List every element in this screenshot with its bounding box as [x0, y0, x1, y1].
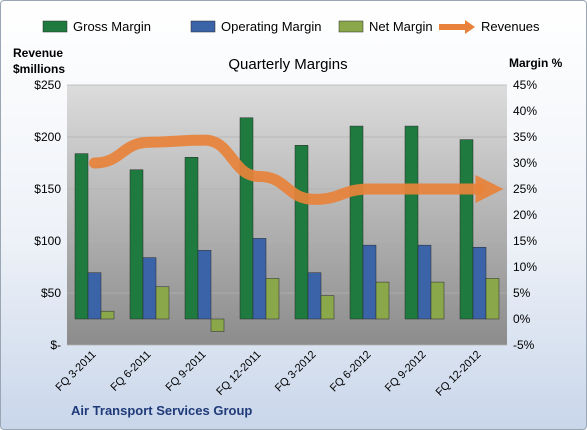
legend-label: Gross Margin	[73, 19, 151, 34]
legend-item: Net Margin	[338, 19, 433, 34]
legend: Gross Margin Operating Margin Net Margin Re…	[42, 19, 540, 34]
bar-operating-margin	[252, 238, 267, 320]
bar-operating-margin	[472, 246, 487, 320]
left-tick-label: $50	[41, 286, 61, 300]
bar-net-margin	[485, 278, 500, 320]
bar-net-margin	[210, 318, 225, 332]
bar-gross-margin	[404, 125, 419, 320]
right-tick-label: 30%	[513, 156, 537, 170]
right-tick-label: -5%	[513, 338, 535, 352]
right-tick-label: 45%	[513, 78, 537, 92]
right-axis-title: Margin %	[509, 56, 563, 70]
right-tick-label: 20%	[513, 208, 537, 222]
bar-net-margin	[265, 278, 280, 320]
bar-net-margin	[155, 286, 170, 320]
bar-gross-margin	[294, 145, 309, 320]
bar-net-margin	[100, 310, 115, 320]
right-tick-label: 10%	[513, 260, 537, 274]
bar-operating-margin	[87, 272, 102, 320]
x-tick-label: FQ 3-2011	[54, 349, 99, 394]
right-tick-label: 15%	[513, 234, 537, 248]
revenues-arrowhead	[475, 175, 504, 203]
company-name: Air Transport Services Group	[71, 403, 252, 418]
x-tick-label: FQ 9-2012	[383, 349, 429, 395]
bar-operating-margin	[197, 250, 212, 320]
bar-operating-margin	[417, 244, 432, 320]
bar-operating-margin	[142, 257, 157, 320]
right-tick-label: 40%	[513, 104, 537, 118]
left-tick-label: $200	[34, 130, 61, 144]
left-tick-label: $250	[34, 78, 61, 92]
legend-label: Revenues	[481, 19, 540, 34]
left-axis-title-line2: $millions	[13, 62, 65, 76]
revenues-line-path	[89, 134, 485, 205]
legend-arrow-swatch	[465, 20, 475, 34]
chart-title: Quarterly Margins	[228, 56, 347, 73]
x-tick-label: FQ 6-2011	[109, 349, 154, 394]
bar-gross-margin	[129, 169, 144, 320]
legend-swatch	[338, 20, 364, 33]
legend-item: Operating Margin	[190, 19, 321, 34]
bar-operating-margin	[307, 272, 322, 320]
x-tick-label: FQ 3-2012	[273, 349, 319, 395]
bar-net-margin	[430, 281, 445, 320]
legend-item: Revenues	[439, 19, 540, 34]
left-tick-label: $-	[50, 338, 61, 352]
x-tick-label: FQ 12-2012	[434, 349, 484, 399]
right-tick-label: 5%	[513, 286, 531, 300]
left-axis-title-line1: Revenue	[13, 46, 63, 60]
bar-gross-margin	[239, 117, 254, 320]
x-tick-label: FQ 6-2012	[328, 349, 374, 395]
legend-swatch	[42, 20, 68, 33]
right-tick-label: 25%	[513, 182, 537, 196]
bar-gross-margin	[349, 125, 364, 320]
right-tick-label: 0%	[513, 312, 531, 326]
left-tick-label: $150	[34, 182, 61, 196]
bar-gross-margin	[459, 139, 474, 320]
bar-gross-margin	[184, 157, 199, 320]
legend-label: Operating Margin	[221, 19, 321, 34]
bar-operating-margin	[362, 244, 377, 320]
bar-gross-margin	[74, 153, 89, 320]
legend-item: Gross Margin	[42, 19, 151, 34]
x-tick-label: FQ 9-2011	[164, 349, 209, 394]
right-tick-label: 35%	[513, 130, 537, 144]
legend-label: Net Margin	[369, 19, 433, 34]
bar-net-margin	[375, 281, 390, 320]
legend-swatch	[190, 20, 216, 33]
bar-net-margin	[320, 295, 335, 320]
x-tick-label: FQ 12-2011	[214, 349, 263, 398]
revenue-line	[89, 134, 504, 205]
left-tick-label: $100	[34, 234, 61, 248]
